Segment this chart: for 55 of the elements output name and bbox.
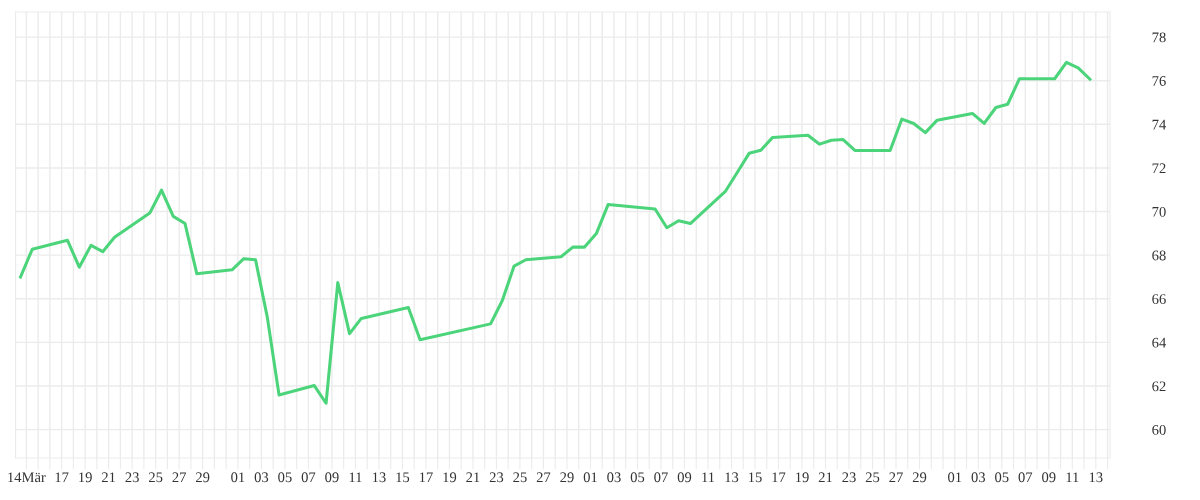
x-tick-label: 11 — [702, 472, 715, 483]
x-tick-label: 03 — [607, 472, 621, 483]
y-tick-label: 64 — [1152, 337, 1167, 348]
x-tick-label: 03 — [254, 472, 269, 483]
x-tick-label: 07 — [654, 472, 668, 483]
x-tick-label: 27 — [536, 472, 551, 483]
y-tick-label: 62 — [1152, 381, 1166, 392]
x-tick-label: 23 — [842, 472, 856, 483]
x-tick-label: 25 — [513, 472, 527, 483]
x-tick-label: 21 — [101, 472, 116, 483]
x-tick-label: 01 — [948, 472, 962, 483]
x-tick-label: 13 — [1089, 472, 1103, 483]
x-tick-label: 11 — [349, 472, 362, 483]
x-tick-label: 29 — [560, 472, 574, 483]
x-tick-label: 01 — [583, 472, 597, 483]
y-tick-label: 70 — [1152, 206, 1166, 217]
x-tick-label: 21 — [466, 472, 480, 483]
x-tick-label: 15 — [748, 472, 762, 483]
x-tick-label: 17 — [419, 472, 433, 483]
x-tick-label: 07 — [1018, 472, 1033, 483]
x-tick-label: 13 — [372, 472, 386, 483]
x-tick-label: 05 — [278, 472, 292, 483]
y-tick-label: 76 — [1152, 76, 1166, 86]
x-tick-label: 01 — [231, 472, 245, 483]
x-tick-label: 09 — [677, 472, 692, 483]
x-tick-label: 14Mär — [8, 472, 46, 483]
x-tick-label: 05 — [630, 472, 645, 483]
x-tick-label: 25 — [148, 472, 163, 483]
y-tick-label: 78 — [1152, 32, 1166, 43]
x-tick-label: 27 — [172, 472, 187, 483]
x-tick-label: 09 — [1042, 472, 1056, 483]
x-tick-label: 19 — [795, 472, 809, 483]
x-tick-label: 09 — [325, 472, 339, 483]
x-tick-label: 15 — [396, 472, 410, 483]
x-tick-label: 11 — [1066, 472, 1079, 483]
x-tick-label: 21 — [818, 472, 832, 483]
x-tick-label: 17 — [55, 472, 69, 483]
x-tick-label: 29 — [912, 472, 927, 483]
x-tick-label: 17 — [772, 472, 786, 483]
x-tick-label: 23 — [489, 472, 504, 483]
x-tick-label: 23 — [125, 472, 139, 483]
x-tick-label: 19 — [443, 472, 457, 483]
x-tick-label: 03 — [971, 472, 985, 483]
x-tick-label: 25 — [865, 472, 880, 483]
y-tick-label: 72 — [1152, 163, 1166, 173]
x-tick-label: 27 — [889, 472, 903, 483]
y-tick-label: 66 — [1152, 294, 1166, 304]
y-tick-label: 60 — [1152, 425, 1166, 435]
x-tick-label: 19 — [79, 472, 92, 483]
x-tick-label: 13 — [725, 472, 739, 483]
y-tick-label: 68 — [1152, 250, 1166, 261]
x-tick-label: 29 — [196, 472, 210, 483]
x-tick-label: 05 — [995, 472, 1009, 483]
x-tick-label: 07 — [301, 472, 316, 483]
y-tick-label: 74 — [1152, 119, 1167, 130]
